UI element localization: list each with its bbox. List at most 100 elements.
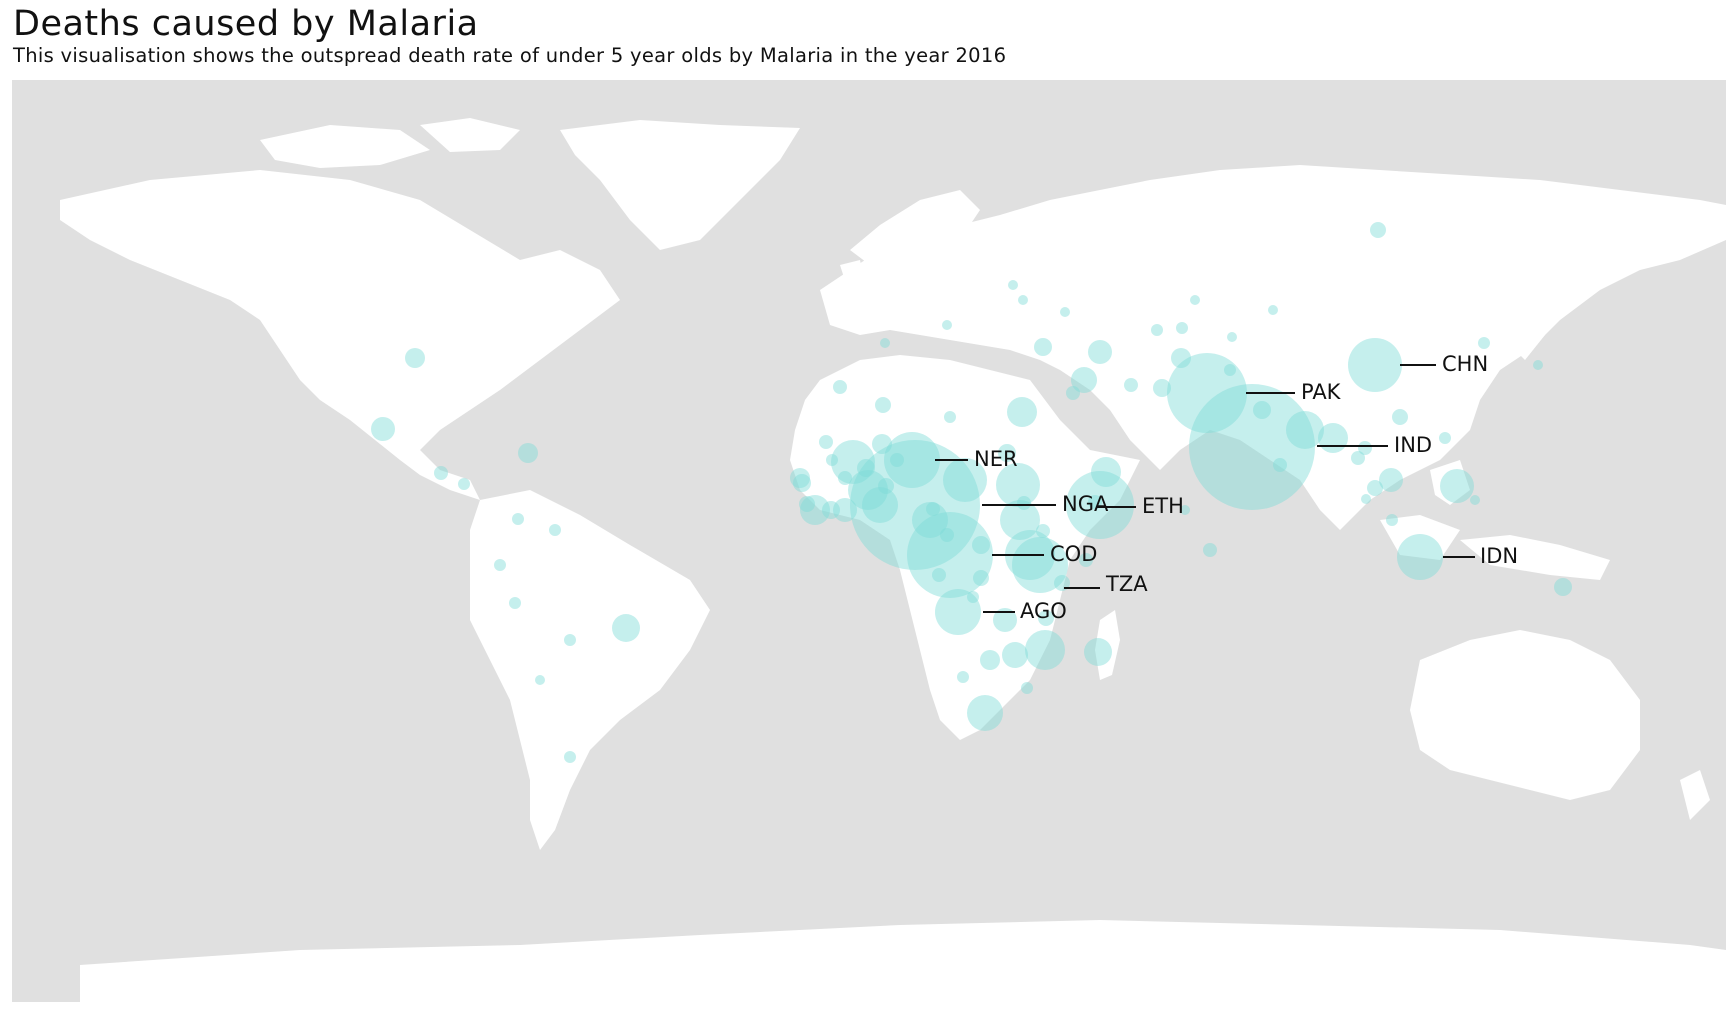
country-bubble: [819, 435, 833, 449]
country-bubble: [1088, 495, 1102, 509]
country-bubble: [434, 466, 448, 480]
country-bubble: [1153, 379, 1171, 397]
madagascar: [1095, 610, 1120, 680]
north-america: [60, 170, 620, 500]
country-bubble: [1227, 332, 1237, 342]
bubble-pak: [1167, 353, 1247, 433]
japan: [1510, 270, 1560, 360]
country-bubble: [1203, 543, 1217, 557]
country-bubble: [405, 348, 425, 368]
country-bubble: [1018, 295, 1028, 305]
country-bubble: [518, 443, 538, 463]
country-bubble: [878, 478, 894, 494]
country-bubble: [1084, 638, 1112, 666]
country-bubble: [1021, 682, 1033, 694]
country-bubble: [1124, 378, 1138, 392]
country-bubble: [998, 444, 1016, 462]
country-bubble: [967, 695, 1003, 731]
country-bubble: [875, 397, 891, 413]
country-bubble: [833, 380, 847, 394]
country-bubble: [509, 597, 521, 609]
country-bubble: [535, 675, 545, 685]
country-bubble: [1286, 411, 1324, 449]
country-bubble: [1190, 295, 1200, 305]
country-bubble: [1224, 364, 1236, 376]
country-bubble: [1071, 367, 1097, 393]
country-label-eth: ETH: [1142, 494, 1184, 518]
country-bubble: [1379, 468, 1403, 492]
country-bubble: [932, 568, 946, 582]
country-bubble: [857, 459, 875, 477]
country-bubble: [800, 495, 830, 525]
country-bubble: [872, 434, 892, 454]
country-bubble: [1036, 524, 1050, 538]
country-bubble: [972, 536, 990, 554]
country-bubble: [793, 474, 811, 492]
country-bubble: [1273, 458, 1287, 472]
landmasses: [60, 118, 1726, 1002]
country-bubble: [940, 528, 954, 542]
country-label-idn: IDN: [1480, 544, 1518, 568]
country-bubble: [880, 338, 890, 348]
country-bubble: [1079, 553, 1093, 567]
country-bubble: [1361, 494, 1371, 504]
country-bubble: [1533, 360, 1543, 370]
country-bubble: [1002, 642, 1028, 668]
country-bubble: [494, 559, 506, 571]
country-bubble: [564, 634, 576, 646]
bubble-eth: [1066, 471, 1134, 539]
south-america: [470, 490, 710, 850]
country-bubble: [1008, 280, 1018, 290]
country-bubble: [564, 751, 576, 763]
bubble-nga: [850, 440, 980, 570]
country-label-ner: NER: [974, 447, 1018, 471]
country-bubble: [612, 614, 640, 642]
country-bubble: [826, 454, 838, 466]
country-bubble: [1440, 469, 1474, 503]
scandinavia-britain: [840, 190, 980, 290]
country-bubble: [957, 671, 969, 683]
country-bubble: [1370, 222, 1386, 238]
country-bubble: [1478, 337, 1490, 349]
country-bubble: [371, 417, 395, 441]
country-bubble: [1007, 397, 1037, 427]
country-bubble: [458, 478, 470, 490]
southeast-asia-islands: [1380, 460, 1610, 580]
bubble-ner: [884, 432, 940, 488]
country-bubble: [973, 570, 989, 586]
country-bubble: [831, 440, 875, 484]
country-label-tza: TZA: [1105, 572, 1148, 596]
country-bubble: [1318, 423, 1348, 453]
bubble-chn: [1348, 338, 1402, 392]
arctic-islands: [260, 118, 520, 168]
country-bubble: [1171, 348, 1191, 368]
country-bubble: [549, 524, 561, 536]
country-bubble: [799, 496, 815, 512]
country-bubble: [1351, 451, 1365, 465]
country-bubble: [1176, 322, 1188, 334]
country-bubble: [996, 463, 1040, 507]
country-bubble: [944, 411, 956, 423]
country-label-ago: AGO: [1020, 599, 1067, 623]
country-bubble: [790, 468, 810, 488]
country-bubble: [1000, 500, 1040, 540]
country-bubble: [838, 471, 852, 485]
annotation-layer: CHN PAK IND NER NGA ETH COD TZA AGO IDN: [935, 352, 1518, 623]
country-bubble: [1066, 386, 1080, 400]
country-bubble: [1367, 480, 1383, 496]
country-bubble: [993, 608, 1017, 632]
country-bubble: [1151, 324, 1163, 336]
country-bubble: [890, 453, 904, 467]
africa: [790, 355, 1140, 740]
country-label-ind: IND: [1394, 433, 1432, 457]
country-bubble: [1034, 338, 1052, 356]
country-bubble: [512, 513, 524, 525]
country-bubble: [980, 650, 1000, 670]
country-bubble: [822, 501, 840, 519]
country-bubble: [1386, 514, 1398, 526]
country-bubble: [1025, 630, 1065, 670]
europe-asia: [820, 165, 1726, 530]
country-bubble: [1088, 340, 1112, 364]
country-label-pak: PAK: [1301, 380, 1342, 404]
